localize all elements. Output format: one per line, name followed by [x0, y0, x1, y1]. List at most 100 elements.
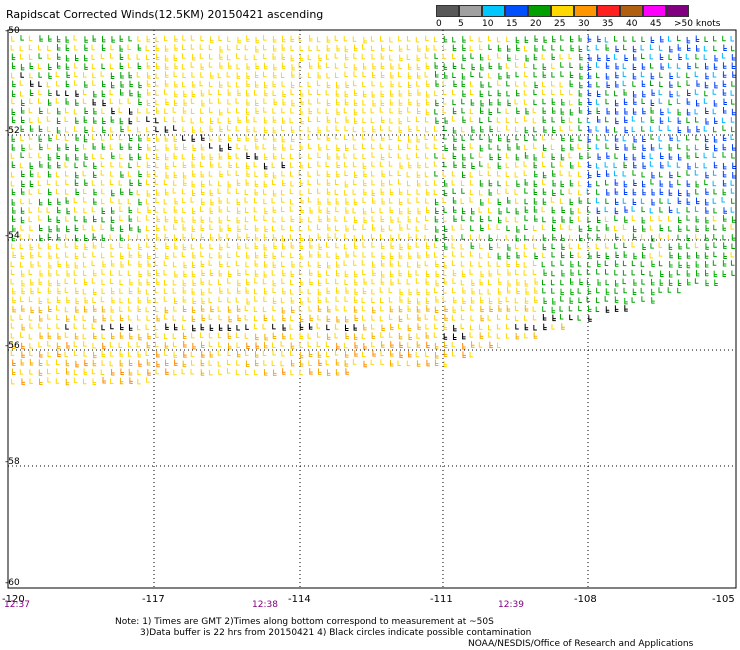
- wind-barb: [317, 314, 321, 321]
- wind-barb: [172, 315, 177, 321]
- wind-barb: [696, 125, 700, 133]
- wind-barb: [658, 233, 663, 239]
- wind-barb: [291, 63, 295, 71]
- wind-barb: [443, 207, 447, 213]
- wind-barb: [389, 332, 393, 338]
- wind-barb: [397, 152, 402, 159]
- wind-barb: [542, 198, 547, 205]
- wind-barb: [55, 188, 60, 195]
- wind-barb: [10, 171, 15, 178]
- wind-barb: [37, 117, 42, 123]
- wind-barb: [290, 54, 295, 62]
- wind-barb: [110, 44, 114, 51]
- wind-barb: [129, 80, 133, 88]
- wind-barb: [595, 306, 600, 313]
- wind-barb: [264, 81, 268, 89]
- wind-barb: [75, 287, 79, 294]
- wind-barb: [658, 215, 663, 222]
- wind-barb: [48, 305, 52, 312]
- wind-barb: [11, 188, 16, 196]
- wind-barb: [173, 252, 177, 258]
- wind-barb: [515, 71, 519, 78]
- wind-barb: [352, 189, 357, 195]
- wind-barb: [398, 252, 403, 259]
- wind-barb: [362, 90, 367, 98]
- wind-barb: [399, 296, 403, 303]
- wind-barb: [579, 53, 583, 61]
- wind-barb: [47, 297, 51, 304]
- wind-barb: [478, 324, 483, 330]
- wind-barb: [614, 296, 619, 303]
- wind-barb: [695, 269, 700, 277]
- wind-barb: [65, 378, 70, 386]
- wind-barb: [290, 369, 294, 376]
- wind-barb: [84, 296, 88, 304]
- wind-barb: [218, 341, 222, 348]
- wind-barb: [101, 188, 105, 195]
- wind-barb: [615, 108, 619, 115]
- wind-barb: [407, 297, 412, 304]
- wind-barb: [190, 197, 195, 203]
- wind-barb: [19, 45, 24, 52]
- wind-barb: [667, 125, 672, 131]
- wind-barb: [388, 152, 393, 158]
- wind-barb: [82, 252, 87, 258]
- wind-barb: [488, 332, 492, 338]
- wind-barb: [38, 323, 42, 329]
- wind-barb: [290, 279, 294, 286]
- wind-barb: [83, 135, 88, 143]
- wind-barb: [145, 306, 150, 313]
- wind-barb: [246, 80, 250, 87]
- wind-barb: [200, 288, 205, 296]
- wind-barb: [272, 233, 277, 241]
- wind-barb: [668, 206, 673, 213]
- wind-barb: [695, 35, 700, 43]
- wind-barb: [12, 368, 16, 376]
- wind-barb: [155, 306, 159, 313]
- wind-barb: [290, 162, 294, 168]
- wind-barb: [588, 252, 592, 259]
- wind-barb: [462, 332, 466, 340]
- wind-barb: [181, 63, 186, 70]
- wind-barb: [622, 224, 627, 230]
- wind-barb: [498, 297, 502, 304]
- wind-barb: [460, 243, 465, 250]
- wind-barb: [524, 144, 528, 151]
- wind-barb: [307, 116, 312, 123]
- wind-barb: [272, 135, 277, 142]
- wind-barb: [714, 117, 718, 124]
- wind-barb: [299, 351, 304, 359]
- wind-barb: [245, 324, 249, 330]
- wind-barb: [344, 90, 349, 98]
- wind-barb: [326, 116, 331, 123]
- wind-barb: [542, 107, 547, 114]
- wind-barb: [147, 296, 151, 304]
- wind-barb: [406, 171, 411, 178]
- wind-barb: [433, 332, 438, 338]
- wind-barb: [137, 369, 141, 376]
- wind-barb: [164, 342, 169, 349]
- wind-barb: [82, 315, 87, 321]
- wind-barb: [406, 180, 411, 187]
- wind-barb: [579, 234, 583, 242]
- wind-barb: [524, 116, 528, 122]
- wind-barb: [272, 189, 277, 197]
- wind-barb: [667, 36, 672, 42]
- wind-barb: [38, 198, 43, 206]
- wind-barb: [686, 180, 691, 187]
- wind-barb: [578, 125, 582, 131]
- wind-barb: [264, 225, 268, 233]
- wind-barb: [38, 152, 42, 159]
- wind-barb: [577, 171, 582, 177]
- wind-barb: [200, 89, 205, 97]
- wind-barb: [668, 270, 673, 278]
- wind-barb: [74, 261, 79, 269]
- wind-barb: [434, 342, 439, 350]
- wind-barb: [246, 170, 250, 177]
- wind-barb: [218, 324, 223, 331]
- wind-barb: [516, 287, 520, 295]
- wind-barb: [190, 117, 195, 124]
- wind-barb: [29, 225, 33, 231]
- wind-barb: [236, 63, 240, 70]
- wind-barb: [722, 89, 727, 96]
